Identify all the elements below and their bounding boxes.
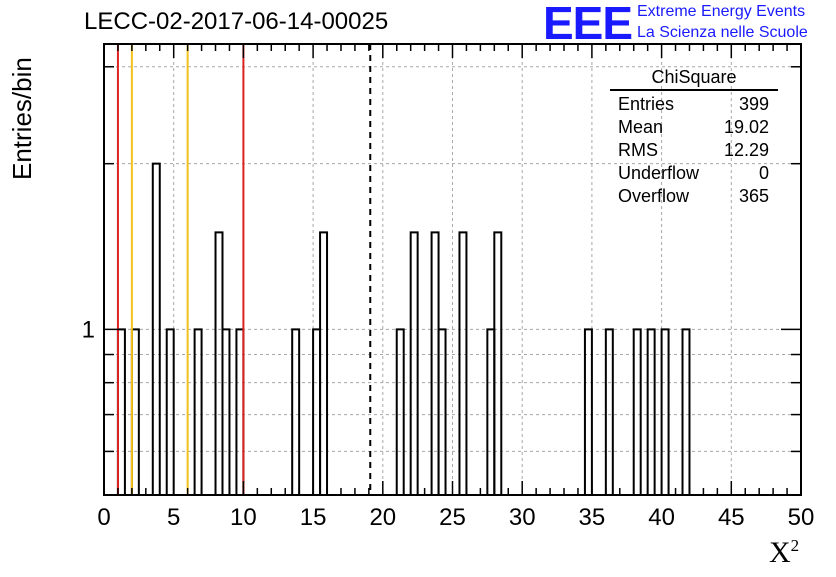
x-axis-label-base: X xyxy=(769,536,791,569)
histogram-bar xyxy=(458,231,468,495)
x-tick-label: 40 xyxy=(648,504,675,531)
eee-logo-line2: La Scienza nelle Scuole xyxy=(637,24,808,41)
stats-box: ChiSquare Entries 399 Mean 19.02 RMS 12.… xyxy=(610,66,778,208)
histogram-bar xyxy=(165,328,175,495)
x-tick-label: 0 xyxy=(97,504,110,531)
stats-label: Overflow xyxy=(618,186,690,206)
x-tick-label: 35 xyxy=(579,504,606,531)
chart-title: LECC-02-2017-06-14-00025 xyxy=(84,8,389,35)
histogram-bar xyxy=(583,328,593,495)
stats-value: 12.29 xyxy=(723,140,769,160)
x-axis-label-superscript: 2 xyxy=(790,536,800,555)
histogram-bar xyxy=(604,328,614,495)
x-tick-label: 50 xyxy=(788,504,815,531)
histogram-bar xyxy=(632,328,642,495)
histogram-bar xyxy=(395,328,405,495)
histogram-bar xyxy=(319,231,329,495)
histogram-bar xyxy=(493,231,503,495)
stats-title: ChiSquare xyxy=(610,66,778,91)
stats-row-entries: Entries 399 xyxy=(610,93,778,116)
x-tick-label: 20 xyxy=(369,504,396,531)
x-tick-label: 5 xyxy=(167,504,180,531)
stats-label: Mean xyxy=(618,117,664,137)
x-axis-label: X2 xyxy=(769,536,799,570)
histogram-bar xyxy=(151,162,161,495)
x-tick-label: 10 xyxy=(230,504,257,531)
stats-row-overflow: Overflow 365 xyxy=(610,185,778,208)
stats-value: 19.02 xyxy=(723,117,769,137)
histogram-bar xyxy=(430,231,440,495)
histogram-bar xyxy=(646,328,656,495)
stats-label: RMS xyxy=(618,140,658,160)
stats-row-rms: RMS 12.29 xyxy=(610,139,778,162)
stats-value: 365 xyxy=(738,186,769,206)
histogram-bar xyxy=(221,328,231,495)
stats-row-underflow: Underflow 0 xyxy=(610,162,778,185)
histogram-bar xyxy=(193,328,203,495)
stats-value: 399 xyxy=(738,94,769,114)
stats-row-mean: Mean 19.02 xyxy=(610,116,778,139)
histogram-bar xyxy=(409,231,419,495)
y-tick-label: 1 xyxy=(82,316,95,343)
x-tick-label: 25 xyxy=(439,504,466,531)
histogram-bar xyxy=(291,328,301,495)
x-tick-label: 30 xyxy=(509,504,536,531)
x-tick-label: 15 xyxy=(300,504,327,531)
histogram-bar xyxy=(681,328,691,495)
stats-label: Entries xyxy=(618,94,675,114)
stats-label: Underflow xyxy=(618,163,700,183)
histogram-bar xyxy=(660,328,670,495)
histogram-bar xyxy=(437,328,447,495)
eee-logo-line1: Extreme Energy Events xyxy=(637,3,806,20)
y-axis-label: Entries/bin xyxy=(7,57,37,180)
stats-value: 0 xyxy=(758,163,769,183)
eee-logo: EEE xyxy=(543,0,633,49)
x-tick-label: 45 xyxy=(718,504,745,531)
histogram-bar xyxy=(214,231,224,495)
